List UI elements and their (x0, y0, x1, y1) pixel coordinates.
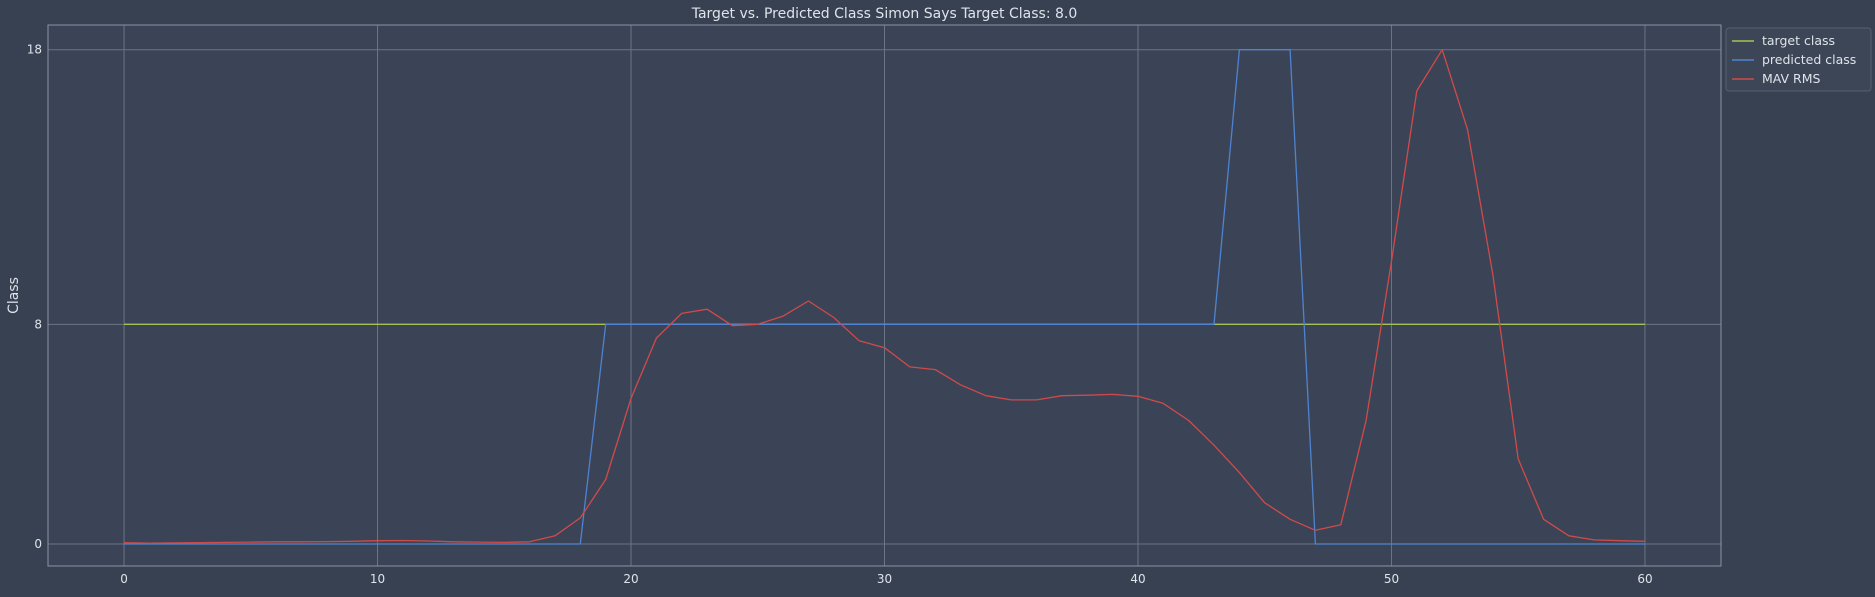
x-tick-label: 30 (877, 572, 892, 586)
x-tick-label: 10 (370, 572, 385, 586)
x-tick-label: 40 (1130, 572, 1145, 586)
x-tick-label: 60 (1637, 572, 1652, 586)
legend-label: predicted class (1762, 52, 1856, 67)
series-line-mav-rms (123, 49, 1646, 544)
x-tick-label: 20 (623, 572, 638, 586)
legend-label: MAV RMS (1762, 71, 1821, 86)
x-tick-label: 0 (120, 572, 128, 586)
legend-box (1725, 27, 1872, 92)
legend: target class predicted class MAV RMS (1725, 27, 1872, 92)
legend-label: target class (1762, 33, 1835, 48)
x-tick-label: 50 (1384, 572, 1399, 586)
y-axis-label: Class (6, 277, 22, 314)
series-line-predicted-class (124, 49, 1645, 545)
tick-labels: 0 10 20 30 40 50 60 0 8 18 (27, 43, 1653, 586)
y-tick-label: 8 (34, 317, 42, 331)
y-tick-label: 0 (34, 537, 42, 551)
y-tick-label: 18 (27, 43, 42, 57)
plot-frame (47, 24, 1722, 567)
series-group (123, 49, 1646, 545)
chart-title: Target vs. Predicted Class Simon Says Ta… (691, 6, 1078, 22)
